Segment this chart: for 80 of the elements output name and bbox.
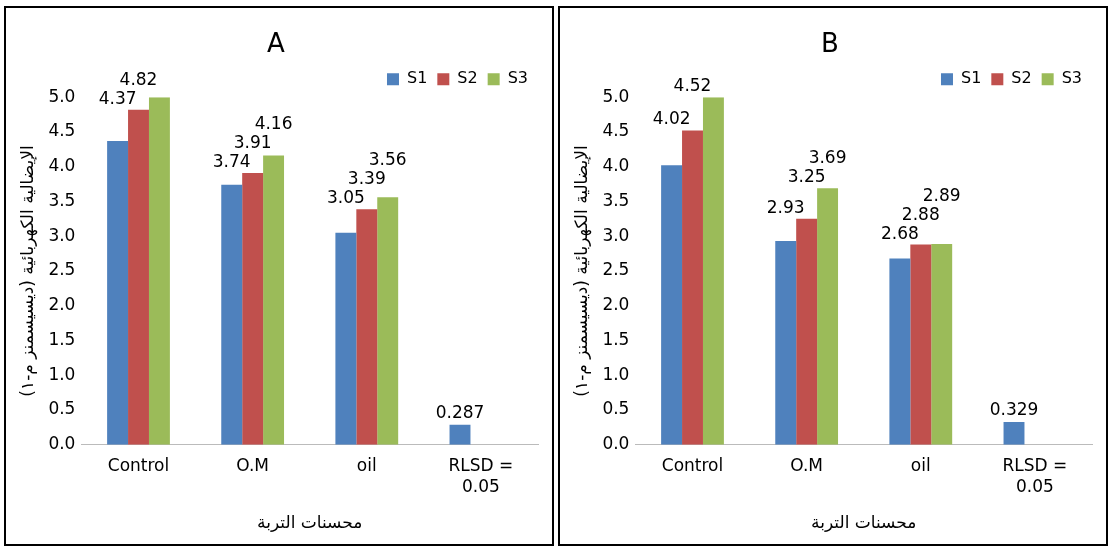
x-tick-label: RLSD = 0.05 — [448, 455, 514, 496]
bar — [335, 232, 357, 445]
y-tick-label: 5.0 — [48, 85, 76, 106]
bar — [796, 218, 818, 445]
y-axis-title: الإيضالية الكهربائية (ديسيسمنز م-١) — [570, 145, 592, 397]
bar — [931, 243, 953, 445]
bar — [107, 141, 129, 445]
data-label: 3.69 — [808, 147, 847, 168]
chart-title: B — [821, 28, 839, 59]
y-tick-label: 1.5 — [48, 328, 76, 349]
y-tick-label: 1.5 — [602, 328, 630, 349]
x-tick-label: Control — [661, 455, 724, 476]
y-tick-label: 0.0 — [48, 433, 76, 454]
x-tick-label: RLSD = 0.05 — [1002, 455, 1068, 496]
bar — [356, 209, 378, 445]
data-label: 2.88 — [901, 203, 940, 224]
y-tick-label: 3.5 — [48, 189, 76, 210]
data-label: 0.329 — [989, 398, 1039, 419]
x-tick-label: oil — [356, 455, 377, 476]
y-tick-label: 1.0 — [48, 363, 76, 384]
data-label: 3.91 — [233, 131, 272, 152]
data-label: 2.89 — [922, 184, 961, 205]
bar — [148, 97, 170, 445]
bar — [221, 184, 243, 445]
legend-label: S1 — [960, 68, 982, 88]
data-label: 3.56 — [368, 149, 407, 170]
data-label: 4.82 — [119, 68, 158, 89]
data-label: 3.05 — [326, 187, 365, 208]
legend-label: S2 — [457, 68, 478, 88]
bar — [242, 172, 264, 445]
y-tick-label: 3.5 — [602, 189, 630, 210]
y-tick-label: 5.0 — [602, 85, 630, 106]
y-tick-label: 0.5 — [602, 398, 630, 419]
bar — [682, 130, 703, 445]
x-tick-label: O.M — [236, 455, 270, 476]
bar — [910, 244, 932, 445]
bar — [449, 424, 471, 445]
bar — [889, 258, 911, 445]
legend-label: S2 — [1011, 68, 1032, 88]
x-tick-label: Control — [107, 455, 170, 476]
bar — [661, 165, 683, 445]
chart-title: A — [267, 28, 286, 59]
bar — [775, 241, 797, 445]
bar — [817, 188, 839, 445]
data-label: 2.93 — [766, 196, 805, 217]
y-tick-label: 4.0 — [602, 155, 630, 176]
y-tick-label: 4.0 — [48, 155, 76, 176]
y-tick-label: 0.0 — [602, 433, 630, 454]
x-axis-title: محسنات التربة — [811, 512, 917, 533]
data-label: 0.287 — [435, 401, 485, 422]
data-label: 3.39 — [347, 168, 386, 189]
data-label: 4.16 — [254, 112, 293, 133]
y-tick-label: 2.0 — [602, 294, 630, 315]
x-tick-label: O.M — [790, 455, 824, 476]
data-label: 4.37 — [98, 87, 137, 108]
data-label: 3.25 — [787, 166, 826, 187]
legend-label: S3 — [1061, 68, 1083, 88]
x-tick-label: oil — [910, 455, 931, 476]
bar — [377, 197, 399, 445]
legend-label: S3 — [507, 68, 529, 88]
bar — [1003, 421, 1025, 445]
y-tick-label: 2.0 — [48, 294, 76, 315]
y-tick-label: 1.0 — [602, 363, 630, 384]
x-axis-title: محسنات التربة — [257, 512, 363, 533]
y-axis-title: الإيضالية الكهربائية (ديسيسمنز م-١) — [16, 145, 38, 397]
data-label: 4.02 — [652, 108, 691, 129]
y-tick-label: 2.5 — [48, 259, 76, 280]
y-tick-label: 2.5 — [602, 259, 630, 280]
y-tick-label: 4.5 — [48, 120, 76, 141]
data-label: 4.52 — [673, 75, 712, 96]
y-tick-label: 0.5 — [48, 398, 76, 419]
bar — [702, 97, 724, 445]
legend-label: S1 — [406, 68, 428, 88]
y-tick-label: 3.0 — [48, 224, 76, 245]
y-tick-label: 4.5 — [602, 120, 630, 141]
bar — [263, 155, 285, 445]
bar — [128, 109, 149, 445]
data-label: 2.68 — [880, 222, 919, 243]
data-label: 3.74 — [212, 150, 251, 171]
y-tick-label: 3.0 — [602, 224, 630, 245]
